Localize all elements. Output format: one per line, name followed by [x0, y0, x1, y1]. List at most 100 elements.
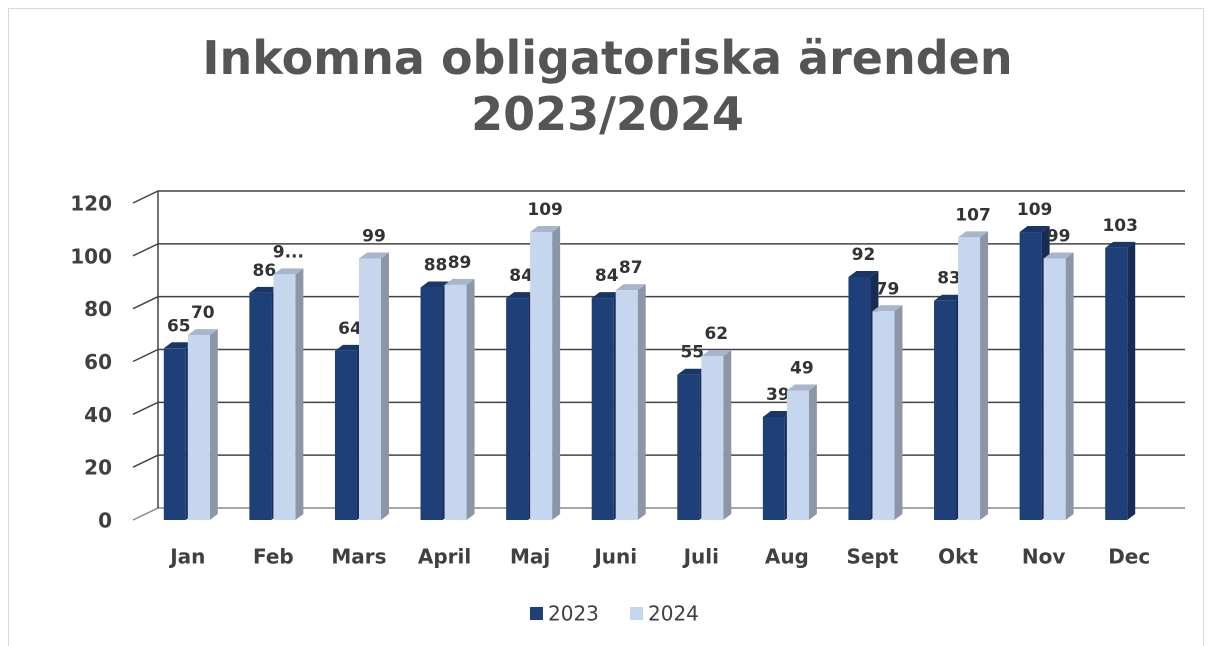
data-label: 65	[167, 316, 191, 336]
bar	[701, 356, 724, 520]
data-label: 55	[680, 343, 704, 363]
data-label: 62	[704, 324, 728, 344]
data-label: 9...	[273, 242, 304, 262]
data-label: 103	[1102, 216, 1138, 236]
x-tick-label: Dec	[1108, 545, 1150, 569]
bar-top	[762, 410, 793, 417]
data-label: 87	[619, 258, 643, 278]
y-tick-label: 60	[84, 350, 112, 374]
data-label: 39	[766, 385, 790, 405]
bar	[591, 298, 614, 520]
legend-label: 2024	[648, 602, 699, 626]
bar	[848, 276, 871, 520]
bar	[934, 300, 957, 520]
data-label: 89	[448, 253, 472, 273]
bar-side	[808, 384, 817, 520]
legend-label: 2023	[548, 602, 599, 626]
x-tick-label: Sept	[847, 545, 899, 569]
bar-top	[615, 284, 646, 291]
data-label: 109	[1017, 200, 1053, 220]
data-label: 99	[1047, 226, 1071, 246]
data-label: 86	[253, 261, 277, 281]
bar-top	[1105, 241, 1136, 248]
bar	[615, 290, 638, 520]
bar-top	[786, 384, 817, 391]
bar	[872, 311, 895, 520]
bar	[762, 416, 785, 520]
x-tick-label: Juli	[682, 545, 719, 569]
bar-top	[506, 292, 537, 299]
x-tick-label: Okt	[938, 545, 978, 569]
bar-side	[466, 278, 475, 520]
bar-top	[530, 226, 561, 233]
legend-swatch	[530, 607, 543, 620]
data-label: 92	[852, 245, 876, 265]
x-tick-label: Nov	[1022, 545, 1066, 569]
bar	[1019, 232, 1042, 520]
x-tick-label: Feb	[253, 545, 294, 569]
bar	[334, 350, 357, 520]
bar-side	[894, 305, 903, 520]
bar-top	[1019, 226, 1050, 233]
bar-side	[209, 329, 218, 520]
bar-top	[163, 342, 194, 349]
data-label: 70	[191, 303, 215, 323]
bar-side	[295, 268, 304, 520]
bar	[249, 292, 272, 520]
bar	[187, 335, 210, 520]
data-label: 79	[876, 279, 900, 299]
y-tick-label: 0	[98, 509, 112, 533]
bar-side	[723, 350, 732, 520]
data-label: 107	[955, 205, 991, 225]
data-label: 83	[937, 269, 961, 289]
bar-side	[1127, 241, 1136, 521]
chart-title: Inkomna obligatoriska ärenden 2023/2024	[202, 31, 1013, 141]
bar	[530, 232, 553, 520]
bar	[786, 390, 809, 520]
bar-side	[637, 284, 646, 520]
data-label: 99	[362, 226, 386, 246]
bar	[958, 237, 981, 520]
bar-top	[444, 278, 475, 285]
x-tick-label: Juni	[592, 545, 637, 569]
bar-top	[334, 344, 365, 351]
data-label: 84	[509, 266, 533, 286]
bar-top	[249, 286, 280, 293]
bar-top	[187, 329, 218, 336]
bar	[506, 298, 529, 520]
bar-top	[273, 268, 304, 275]
bar-top	[358, 252, 389, 259]
y-tick-label: 120	[70, 192, 112, 216]
x-tick-label: Mars	[331, 545, 386, 569]
y-tick-label: 80	[84, 297, 112, 321]
x-tick-label: Aug	[765, 545, 809, 569]
bar-side	[552, 226, 561, 520]
chart-frame	[8, 8, 1204, 646]
bar	[677, 374, 700, 520]
y-tick-label: 40	[84, 403, 112, 427]
x-tick-label: April	[418, 545, 471, 569]
bar-side	[980, 231, 989, 520]
bar-top	[677, 368, 708, 375]
bar	[1043, 258, 1066, 520]
bar-side	[380, 252, 389, 520]
bar-side	[1065, 252, 1074, 520]
bar	[273, 274, 296, 520]
x-tick-label: Jan	[168, 545, 205, 569]
bar	[444, 284, 467, 520]
legend-swatch	[630, 607, 643, 620]
bar	[358, 258, 381, 520]
bar	[1105, 247, 1128, 521]
x-tick-label: Maj	[510, 545, 550, 569]
y-tick-label: 100	[70, 244, 112, 268]
data-label: 84	[595, 266, 619, 286]
bar-top	[934, 294, 965, 301]
bar-top	[848, 270, 879, 277]
data-label: 109	[527, 200, 563, 220]
bar-top	[1043, 252, 1074, 259]
bar	[420, 287, 443, 520]
bar-top	[420, 281, 451, 288]
bar	[163, 348, 186, 520]
